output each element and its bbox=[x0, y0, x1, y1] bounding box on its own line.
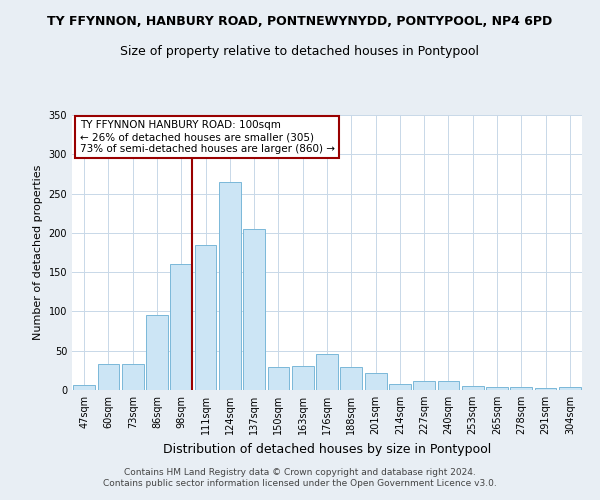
Bar bbox=[413, 380, 435, 390]
Bar bbox=[511, 387, 532, 390]
Bar bbox=[462, 386, 484, 390]
Bar bbox=[268, 367, 289, 390]
Bar bbox=[535, 388, 556, 390]
Text: TY FFYNNON HANBURY ROAD: 100sqm
← 26% of detached houses are smaller (305)
73% o: TY FFYNNON HANBURY ROAD: 100sqm ← 26% of… bbox=[80, 120, 335, 154]
Bar bbox=[486, 387, 508, 390]
Text: TY FFYNNON, HANBURY ROAD, PONTNEWYNYDD, PONTYPOOL, NP4 6PD: TY FFYNNON, HANBURY ROAD, PONTNEWYNYDD, … bbox=[47, 15, 553, 28]
Bar bbox=[97, 364, 119, 390]
X-axis label: Distribution of detached houses by size in Pontypool: Distribution of detached houses by size … bbox=[163, 442, 491, 456]
Bar bbox=[122, 364, 143, 390]
Bar bbox=[243, 229, 265, 390]
Bar bbox=[340, 367, 362, 390]
Bar bbox=[73, 384, 95, 390]
Text: Contains HM Land Registry data © Crown copyright and database right 2024.
Contai: Contains HM Land Registry data © Crown c… bbox=[103, 468, 497, 487]
Bar bbox=[559, 387, 581, 390]
Bar bbox=[292, 366, 314, 390]
Bar bbox=[170, 264, 192, 390]
Bar bbox=[389, 384, 411, 390]
Text: Size of property relative to detached houses in Pontypool: Size of property relative to detached ho… bbox=[121, 45, 479, 58]
Bar bbox=[316, 354, 338, 390]
Bar bbox=[146, 316, 168, 390]
Y-axis label: Number of detached properties: Number of detached properties bbox=[33, 165, 43, 340]
Bar bbox=[219, 182, 241, 390]
Bar bbox=[437, 380, 460, 390]
Bar bbox=[194, 244, 217, 390]
Bar bbox=[365, 372, 386, 390]
